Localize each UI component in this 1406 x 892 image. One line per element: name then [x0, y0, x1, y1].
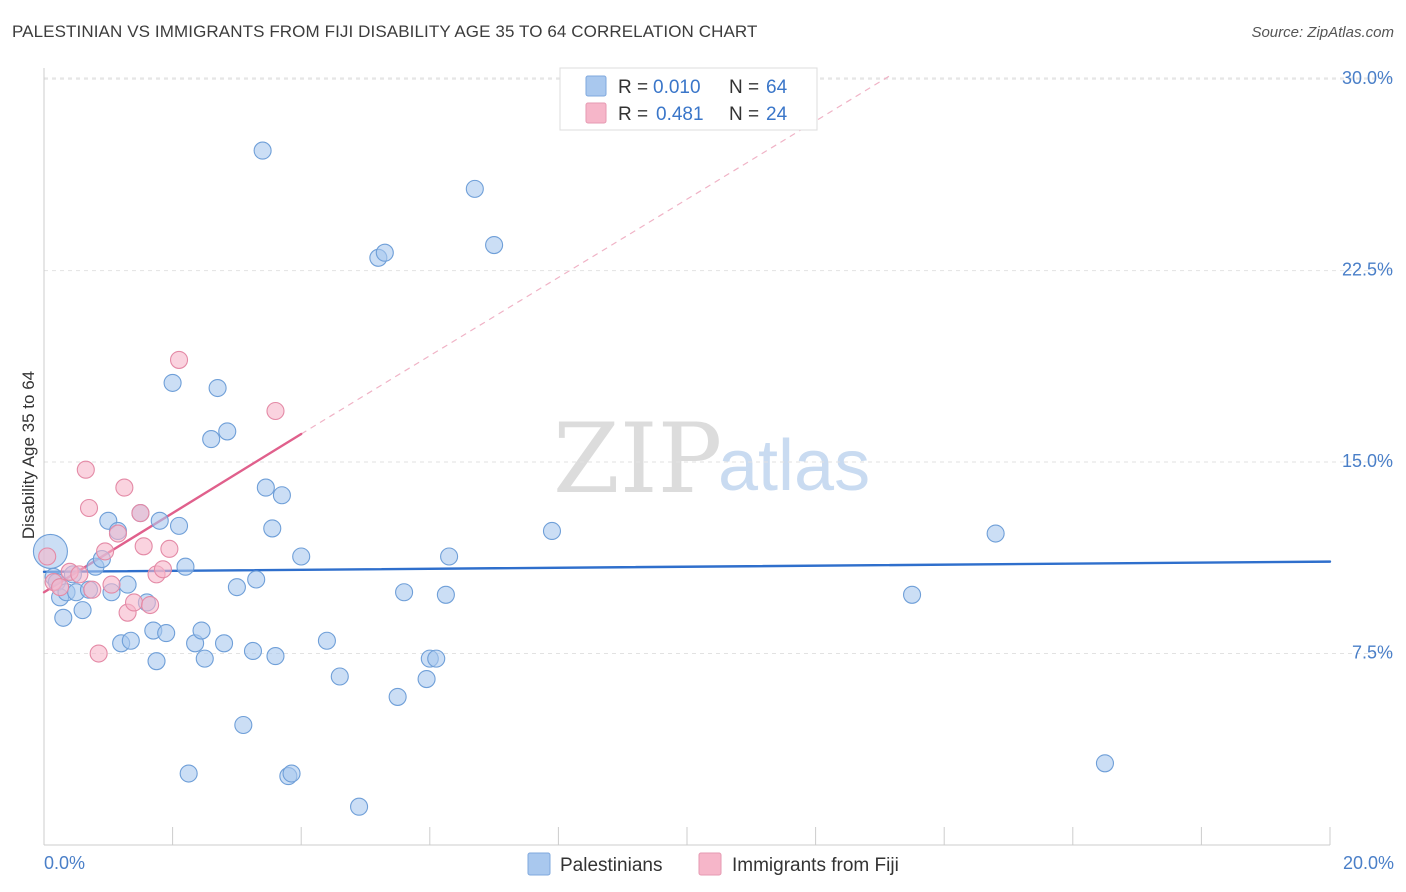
point-fiji-14 — [124, 593, 144, 612]
point-palestinians-24 — [163, 373, 182, 392]
point-palestinians-61 — [542, 521, 562, 541]
legend-r-value-1: 0.010 — [653, 77, 701, 98]
point-fiji-20 — [160, 539, 179, 558]
point-palestinians-56 — [427, 649, 446, 668]
point-palestinians-4 — [54, 608, 73, 627]
point-fiji-21 — [169, 350, 189, 369]
point-palestinians-16 — [118, 575, 137, 594]
legend-n-value-1: 64 — [766, 77, 788, 98]
point-palestinians-43 — [272, 486, 291, 505]
point-fiji-15 — [131, 504, 150, 523]
x-tick-min: 0.0% — [44, 853, 85, 873]
point-palestinians-8 — [73, 601, 92, 620]
point-palestinians-21 — [147, 652, 166, 671]
point-palestinians-26 — [176, 557, 195, 576]
point-palestinians-42 — [266, 647, 285, 666]
data-points — [32, 141, 1114, 816]
series-swatch-palestinians — [527, 852, 551, 876]
point-fiji-4 — [70, 565, 89, 584]
point-palestinians-53 — [395, 583, 414, 602]
point-fiji-12 — [115, 478, 134, 497]
point-palestinians-51 — [375, 243, 394, 262]
source-label: Source: ZipAtlas.com — [1251, 24, 1394, 41]
legend-n-label-2: N = — [729, 104, 759, 125]
point-palestinians-60 — [485, 235, 504, 255]
legend-swatch-fiji — [585, 102, 607, 124]
y-tick-label-3: 30.0% — [1342, 68, 1393, 88]
watermark-atlas: atlas — [718, 426, 870, 506]
point-fiji-19 — [153, 560, 173, 579]
point-palestinians-29 — [192, 621, 211, 640]
correlation-legend: R = 0.010 N = 64 R = 0.481 N = 24 — [559, 67, 818, 131]
point-palestinians-27 — [179, 764, 198, 783]
y-tick-label-2: 22.5% — [1342, 260, 1393, 280]
point-palestinians-30 — [195, 649, 214, 668]
trend-line-0 — [42, 560, 1332, 574]
y-tick-label-1: 15.0% — [1342, 451, 1393, 471]
legend-r-label-1: R = — [618, 77, 648, 98]
y-tick-label-0: 7.5% — [1352, 643, 1393, 663]
watermark-zip: ZIP — [553, 403, 722, 515]
point-palestinians-38 — [247, 570, 266, 589]
point-palestinians-37 — [243, 641, 263, 661]
point-palestinians-57 — [436, 585, 455, 604]
trend-extension-1 — [300, 73, 894, 435]
legend-n-value-2: 24 — [766, 104, 788, 125]
point-palestinians-17 — [121, 631, 140, 650]
point-palestinians-48 — [330, 667, 349, 686]
point-palestinians-46 — [292, 547, 311, 566]
point-palestinians-52 — [388, 687, 407, 706]
point-palestinians-23 — [157, 624, 176, 643]
point-palestinians-22 — [150, 511, 169, 530]
series-label-palestinians: Palestinians — [560, 855, 662, 876]
point-fiji-8 — [89, 644, 108, 663]
point-palestinians-40 — [256, 478, 275, 497]
point-palestinians-64 — [1095, 754, 1114, 773]
series-legend: Palestinians Immigrants from Fiji — [527, 852, 899, 876]
point-palestinians-35 — [227, 578, 246, 597]
series-label-fiji: Immigrants from Fiji — [732, 855, 899, 876]
point-fiji-2 — [51, 578, 70, 597]
point-palestinians-39 — [253, 141, 272, 160]
point-fiji-10 — [102, 575, 121, 594]
y-axis-title: Disability Age 35 to 64 — [19, 371, 38, 539]
point-fiji-17 — [141, 595, 160, 615]
axes — [43, 68, 1331, 846]
legend-r-value-2: 0.481 — [656, 104, 704, 125]
point-palestinians-62 — [902, 585, 922, 604]
point-fiji-11 — [108, 524, 127, 543]
point-palestinians-58 — [440, 547, 459, 566]
legend-r-label-2: R = — [618, 104, 648, 125]
point-palestinians-49 — [350, 797, 369, 816]
legend-swatch-palestinians — [585, 75, 607, 97]
point-palestinians-63 — [986, 524, 1005, 543]
point-palestinians-54 — [417, 670, 436, 689]
point-fiji-6 — [79, 498, 99, 518]
point-fiji-7 — [83, 580, 102, 599]
chart-title: PALESTINIAN VS IMMIGRANTS FROM FIJI DISA… — [12, 22, 758, 41]
point-palestinians-31 — [202, 430, 221, 449]
point-fiji-9 — [96, 542, 115, 561]
point-fiji-22 — [266, 401, 285, 421]
point-fiji-0 — [38, 547, 57, 566]
legend-n-label-1: N = — [729, 77, 759, 98]
point-fiji-5 — [76, 460, 95, 479]
point-palestinians-33 — [214, 634, 234, 653]
x-tick-max: 20.0% — [1343, 853, 1394, 873]
point-palestinians-59 — [465, 179, 484, 198]
point-palestinians-25 — [169, 516, 189, 535]
point-palestinians-41 — [263, 519, 282, 538]
y-tick-labels: 7.5% 15.0% 22.5% 30.0% — [1342, 68, 1393, 662]
point-palestinians-32 — [208, 378, 227, 398]
point-palestinians-34 — [218, 422, 237, 441]
point-palestinians-47 — [317, 631, 336, 650]
point-fiji-16 — [134, 537, 153, 556]
point-palestinians-36 — [234, 715, 253, 735]
series-swatch-fiji — [698, 852, 722, 876]
point-palestinians-45 — [282, 764, 301, 783]
